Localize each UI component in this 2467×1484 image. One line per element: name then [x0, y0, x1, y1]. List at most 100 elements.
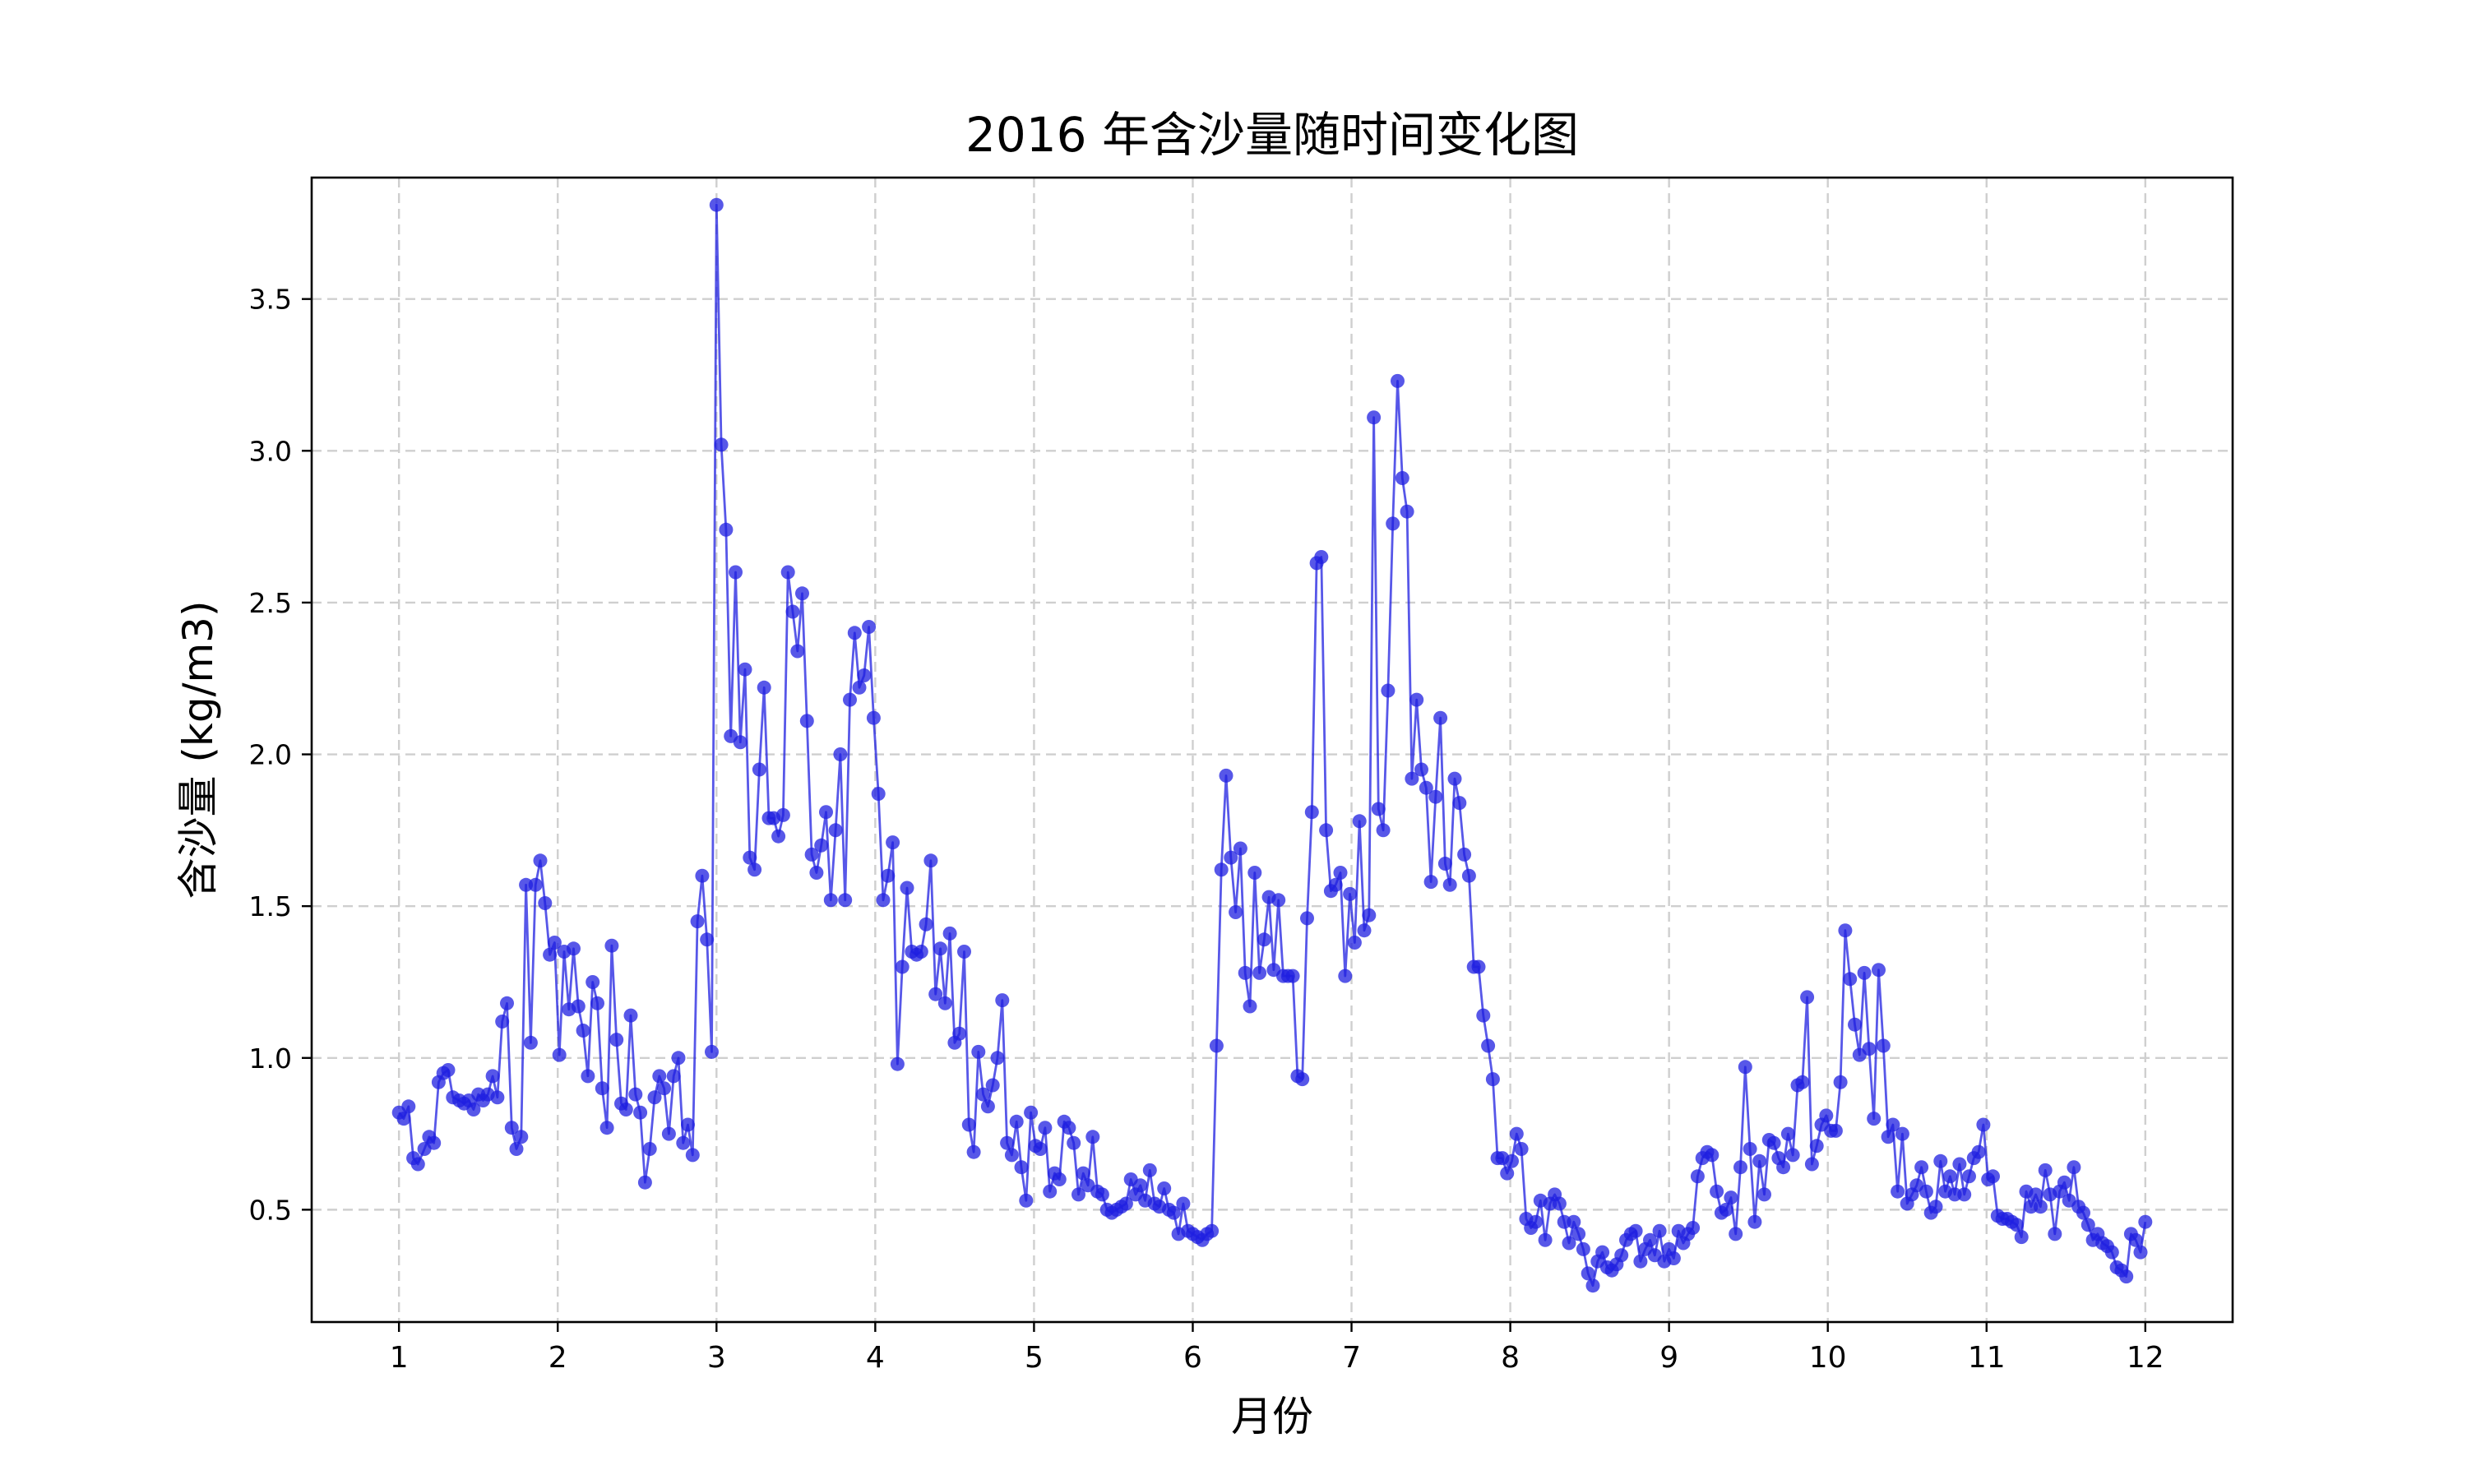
data-point — [871, 787, 886, 801]
data-point — [509, 1142, 524, 1156]
data-point — [804, 847, 819, 862]
data-point — [1895, 1126, 1909, 1141]
data-point — [1067, 1135, 1081, 1150]
data-point — [628, 1087, 643, 1102]
data-point — [952, 1026, 967, 1041]
data-point — [1509, 1126, 1524, 1141]
y-tick-label: 1.0 — [249, 1042, 292, 1075]
data-point — [1433, 710, 1448, 725]
data-point — [1476, 1008, 1491, 1023]
data-point — [709, 197, 724, 212]
data-point — [1952, 1157, 1967, 1172]
data-point — [2038, 1163, 2053, 1177]
data-point — [1942, 1169, 1957, 1184]
data-point — [1705, 1148, 1719, 1163]
data-point — [1224, 850, 1238, 865]
data-point — [1529, 1214, 1543, 1229]
data-point — [2128, 1232, 2143, 1247]
data-point — [866, 710, 881, 725]
data-point — [775, 807, 790, 822]
data-point — [671, 1051, 686, 1066]
data-point — [833, 747, 848, 761]
data-point — [504, 1121, 519, 1135]
data-point — [590, 996, 604, 1010]
data-point — [1371, 802, 1386, 816]
data-point — [1743, 1142, 1757, 1156]
data-point — [1752, 1153, 1767, 1168]
data-point — [1628, 1223, 1643, 1238]
data-point — [985, 1078, 1000, 1093]
data-point — [1576, 1241, 1590, 1256]
data-point — [780, 565, 795, 580]
data-point — [1166, 1205, 1181, 1220]
data-point — [676, 1135, 691, 1150]
data-point — [942, 926, 957, 941]
data-point — [1076, 1166, 1090, 1181]
data-point — [609, 1033, 624, 1047]
data-point — [729, 565, 743, 580]
data-point — [1376, 823, 1391, 838]
data-point — [966, 1144, 981, 1159]
series-group — [391, 197, 2153, 1293]
data-point — [1819, 1108, 1834, 1123]
data-point — [1666, 1251, 1681, 1265]
x-tick-label: 9 — [1659, 1341, 1678, 1375]
data-point — [957, 945, 971, 959]
data-point — [1423, 875, 1438, 890]
data-point — [900, 881, 914, 895]
data-point — [1457, 847, 1472, 862]
data-point — [1690, 1169, 1705, 1184]
data-point — [1391, 373, 1405, 388]
data-point — [843, 692, 857, 707]
data-point — [599, 1121, 614, 1135]
data-point — [1381, 683, 1395, 698]
y-axis-label: 含沙量 (kg/m3) — [174, 601, 222, 899]
grid — [312, 178, 2233, 1322]
data-point — [1300, 911, 1314, 926]
data-point — [1428, 789, 1443, 804]
data-point — [1971, 1144, 1986, 1159]
y-tick-label: 2.5 — [249, 587, 292, 619]
data-point — [1285, 969, 1300, 983]
data-point — [618, 1103, 633, 1116]
data-point — [567, 941, 581, 956]
data-point — [1872, 963, 1886, 978]
plot-frame — [310, 176, 2234, 1324]
data-point — [1481, 1038, 1496, 1053]
data-point — [2119, 1269, 2134, 1284]
data-point — [681, 1117, 695, 1132]
data-point — [1033, 1142, 1048, 1156]
data-point — [2029, 1187, 2043, 1202]
data-point — [881, 868, 896, 883]
data-point — [1352, 814, 1367, 829]
data-point — [1142, 1163, 1157, 1177]
x-tick-label: 5 — [1025, 1341, 1044, 1375]
data-point — [1747, 1214, 1762, 1229]
data-point — [1914, 1160, 1929, 1175]
data-point — [1571, 1227, 1586, 1241]
data-point — [1219, 768, 1234, 783]
data-point — [1933, 1153, 1948, 1168]
data-point — [1595, 1245, 1610, 1260]
data-point — [533, 853, 548, 868]
data-point — [1405, 771, 1419, 786]
data-point — [1857, 965, 1872, 980]
data-point — [771, 829, 786, 844]
data-point — [1157, 1181, 1172, 1195]
x-tick-label: 6 — [1183, 1341, 1202, 1375]
data-point — [1828, 1123, 1843, 1138]
x-tick-label: 2 — [548, 1341, 567, 1375]
data-point — [1238, 965, 1252, 980]
data-point — [862, 620, 877, 634]
data-point — [690, 914, 705, 929]
data-point — [2104, 1245, 2119, 1260]
data-point — [1019, 1193, 1034, 1208]
data-point — [1471, 959, 1486, 974]
data-point — [1409, 692, 1424, 707]
data-point — [1209, 1038, 1224, 1053]
data-point — [990, 1051, 1005, 1066]
data-point — [1214, 862, 1229, 877]
data-point — [1419, 780, 1433, 795]
data-point — [743, 850, 757, 865]
